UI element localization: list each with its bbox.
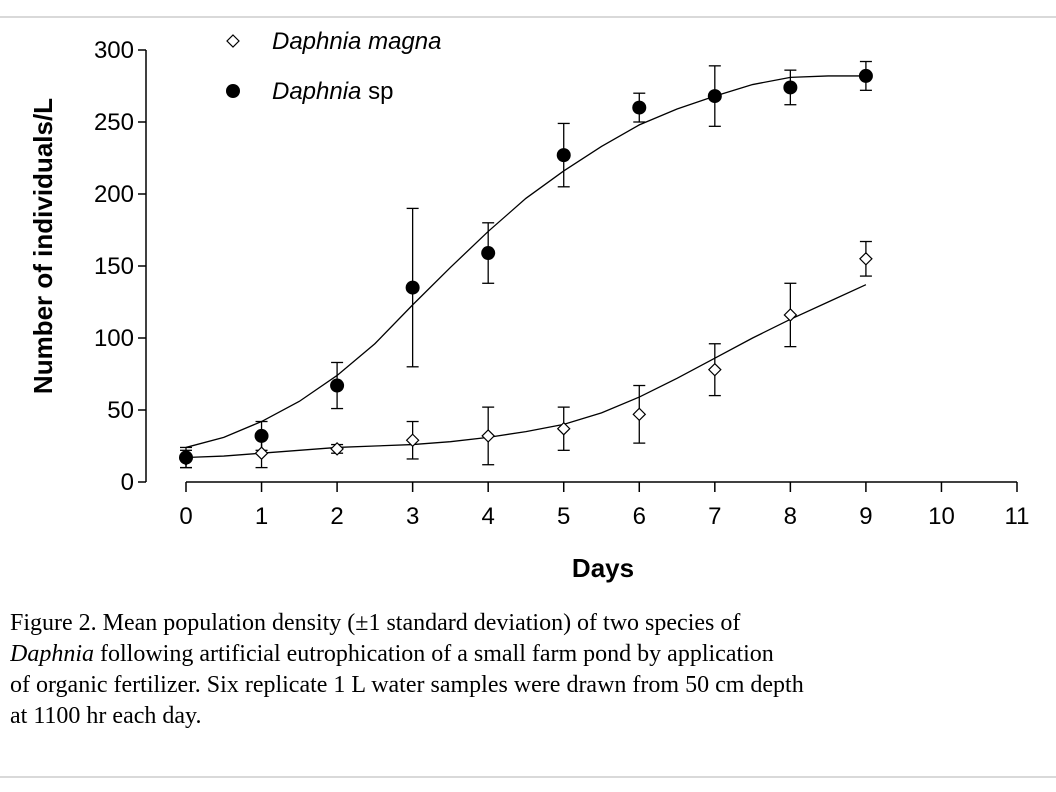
legend-item-daphnia-magna: Daphnia magna	[226, 28, 441, 55]
y-tick-label: 150	[94, 253, 134, 280]
data-point-open-diamond	[405, 433, 420, 448]
legend-label-italic: Daphnia	[272, 78, 361, 105]
data-point-filled-circle	[179, 450, 193, 465]
data-point-open-diamond	[481, 429, 496, 443]
data-point-open-diamond	[556, 421, 571, 436]
data-point-open-diamond	[632, 407, 647, 422]
data-point-filled-circle	[556, 148, 571, 163]
x-tick-label: 0	[179, 503, 192, 530]
x-tick-label: 7	[708, 503, 721, 530]
y-tick-label: 0	[121, 469, 134, 496]
legend-item-daphnia-sp: Daphnia sp	[226, 78, 393, 105]
caption-line-2: Daphnia following artificial eutrophicat…	[10, 639, 1056, 670]
fit-curve-series-0	[185, 284, 867, 459]
figure-caption: Figure 2. Mean population density (±1 st…	[10, 608, 1056, 732]
top-divider	[0, 16, 1056, 18]
caption-line-1: Figure 2. Mean population density (±1 st…	[10, 610, 741, 636]
x-axis-label: Days	[572, 553, 634, 583]
caption-line-3: of organic fertilizer. Six replicate 1 L…	[10, 672, 804, 698]
data-point-filled-circle	[858, 68, 873, 83]
y-axis-label: Number of individuals/L	[28, 98, 58, 394]
data-point-filled-circle	[632, 100, 647, 115]
x-tick-label: 5	[557, 503, 570, 530]
legend-open-diamond-marker	[226, 34, 240, 48]
data-point-open-diamond	[254, 446, 269, 461]
data-point-filled-circle	[707, 89, 722, 104]
data-point-open-diamond	[859, 251, 873, 266]
y-tick-label: 250	[94, 109, 134, 136]
legend-label-italic: Daphnia magna	[272, 28, 441, 55]
legend: Daphnia magna Daphnia sp	[226, 28, 441, 105]
y-tick-label: 200	[94, 181, 134, 208]
x-tick-label: 3	[406, 503, 419, 530]
data-point-filled-circle	[254, 428, 269, 443]
data-point-open-diamond	[783, 308, 798, 322]
x-tick-label: 6	[633, 503, 646, 530]
x-tick-label: 8	[784, 503, 797, 530]
population-density-chart: 0 50 100 150 200 250 300 0 1 2 3 4 5 6 7 8 9 10 11 Days N…	[28, 28, 1030, 583]
legend-filled-circle-marker	[226, 84, 240, 98]
x-tick-label: 9	[859, 503, 872, 530]
data-point-open-diamond	[707, 362, 722, 377]
y-tick-label: 50	[107, 397, 134, 424]
data-point-open-diamond	[330, 442, 344, 456]
y-tick-label: 100	[94, 325, 134, 352]
x-tick-label: 11	[1005, 503, 1030, 530]
data-point-filled-circle	[405, 280, 420, 295]
caption-line-4: at 1100 hr each day.	[10, 703, 202, 729]
y-tick-label: 300	[94, 37, 134, 64]
bottom-divider	[0, 776, 1056, 778]
caption-line-2-rest: following artificial eutrophication of a…	[94, 641, 774, 667]
legend-label: Daphnia magna	[272, 28, 441, 55]
data-point-filled-circle	[481, 246, 496, 261]
fit-curve-series-1	[185, 75, 866, 449]
x-tick-label: 4	[482, 503, 495, 530]
caption-species-name: Daphnia	[10, 641, 94, 667]
data-point-filled-circle	[783, 80, 798, 95]
x-tick-label: 1	[255, 503, 268, 530]
legend-label: Daphnia sp	[272, 78, 393, 105]
x-tick-label: 2	[330, 503, 343, 530]
data-point-filled-circle	[330, 378, 345, 393]
x-tick-label: 10	[928, 503, 955, 530]
legend-label-suffix: sp	[361, 78, 393, 105]
